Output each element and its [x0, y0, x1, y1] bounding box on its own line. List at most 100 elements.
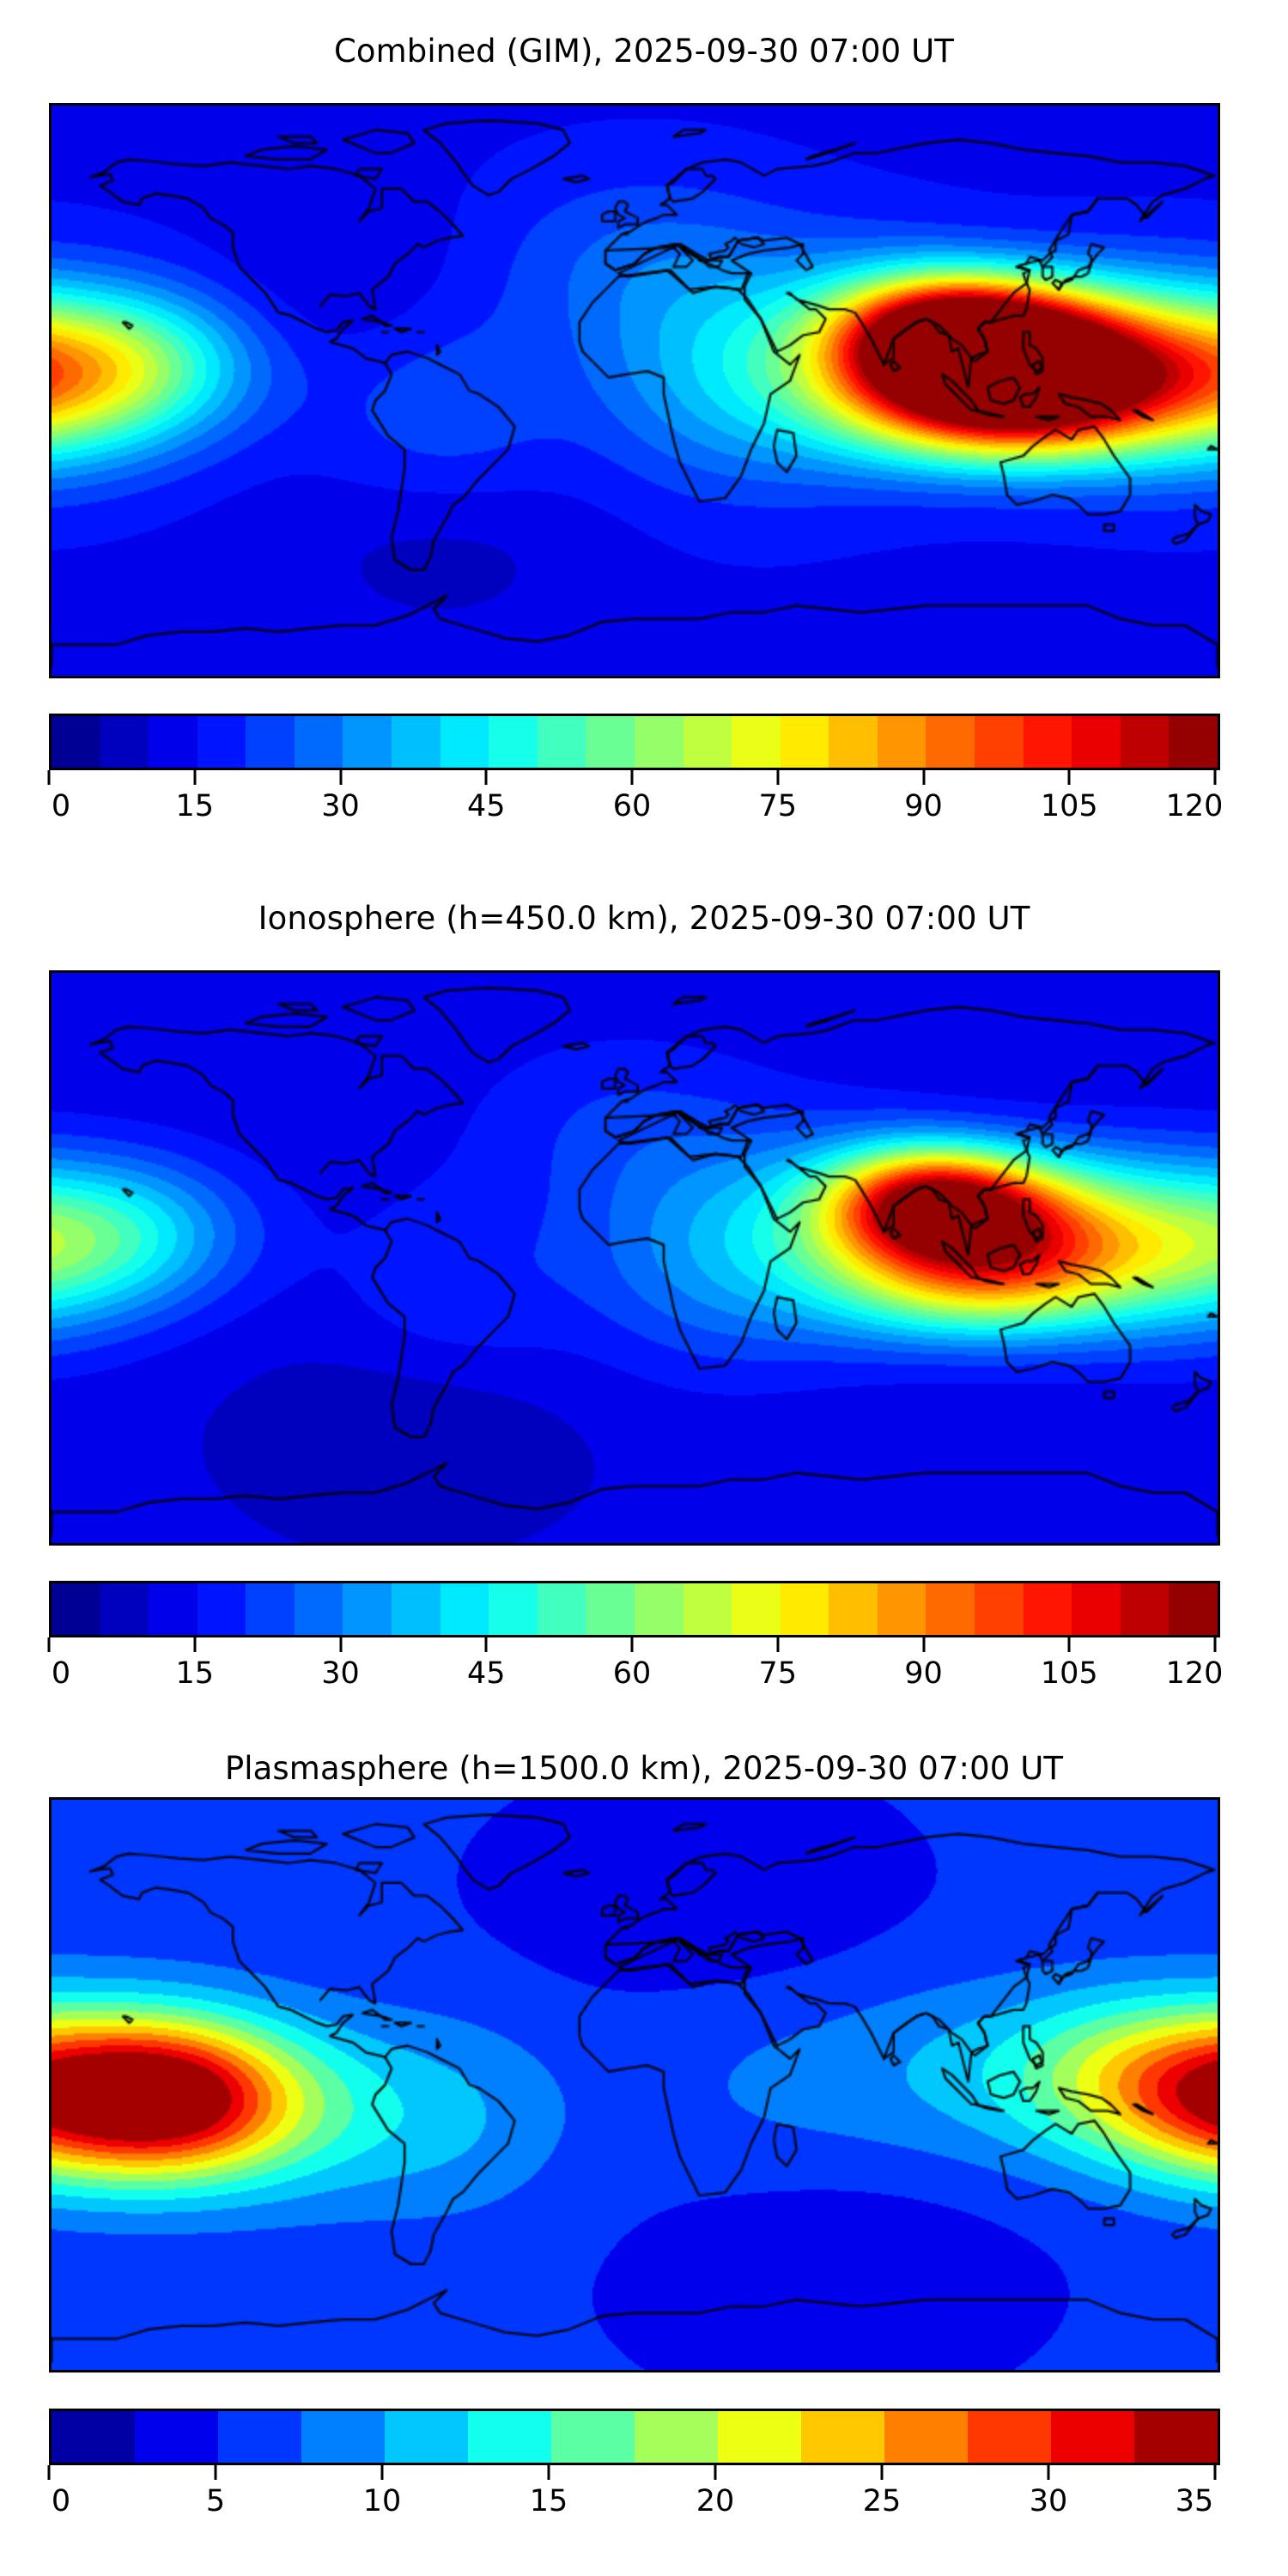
panel-ionosphere: Ionosphere (h=450.0 km), 2025-09-30 07:0…	[0, 867, 1288, 1735]
colorbar-segment	[392, 1583, 440, 1635]
colorbar-segment	[489, 716, 538, 768]
colorbar-tick-label: 75	[758, 789, 798, 823]
colorbar-tickmark	[339, 770, 342, 785]
colorbar-segment	[1023, 716, 1072, 768]
colorbar-segment	[1072, 1583, 1121, 1635]
colorbar-segment	[218, 2411, 301, 2463]
panel-title-combined: Combined (GIM), 2025-09-30 07:00 UT	[333, 33, 954, 70]
colorbar-segment	[294, 1583, 343, 1635]
colorbar-segment	[301, 2411, 385, 2463]
colorbar-segment	[877, 716, 927, 768]
colorbar-tickmark	[47, 2465, 51, 2480]
colorbar-tick-label: 30	[321, 789, 360, 823]
colorbar-segment	[1134, 2411, 1218, 2463]
colorbar-tick-label: 0	[51, 789, 71, 823]
colorbar-segment	[1169, 1583, 1218, 1635]
colorbar-tickmark	[880, 2465, 884, 2480]
colorbar-segment	[52, 716, 100, 768]
colorbar-segment	[683, 716, 732, 768]
colorbar-segment	[197, 1583, 246, 1635]
colorbar-segment	[149, 716, 197, 768]
colorbar-tickmark	[1047, 2465, 1050, 2480]
colorbar-segment	[718, 2411, 801, 2463]
colorbar-segment	[246, 1583, 295, 1635]
colorbar-tickmark	[380, 2465, 384, 2480]
colorbar-tick-label: 15	[175, 789, 215, 823]
colorbar-segment	[197, 716, 246, 768]
colorbar-segment	[1169, 716, 1218, 768]
colorbar-tickmark	[1213, 2465, 1217, 2480]
colorbar-segment	[489, 1583, 538, 1635]
colorbar-segment	[634, 716, 683, 768]
colorbar-tickmark	[776, 770, 780, 785]
colorbar-segment	[974, 1583, 1024, 1635]
colorbar-tick-label: 15	[529, 2484, 568, 2518]
map-plot-area-combined	[52, 106, 1218, 676]
map-axes-combined	[49, 103, 1220, 678]
colorbar-segment	[385, 2411, 468, 2463]
colorbar-tickmark	[1067, 1637, 1071, 1652]
colorbar-segment	[440, 716, 489, 768]
colorbar-tick-label: 120	[1165, 1656, 1224, 1691]
colorbar-tickmark	[47, 770, 51, 785]
colorbar-segment	[1023, 1583, 1072, 1635]
colorbar-tickmark	[484, 1637, 488, 1652]
colorbar-segment	[149, 1583, 197, 1635]
colorbar-segment	[440, 1583, 489, 1635]
colorbar-segment	[246, 716, 295, 768]
map-plot-area-plasmasphere	[52, 1800, 1218, 2370]
colorbar-tick-label: 90	[904, 789, 943, 823]
colorbar-segment	[343, 1583, 392, 1635]
colorbar-segment	[52, 2411, 135, 2463]
colorbar-tickmark	[339, 1637, 342, 1652]
tec-heatmap-plasmasphere	[52, 1800, 1218, 2370]
colorbar-tickmark	[47, 1637, 51, 1652]
colorbar-segment	[732, 716, 781, 768]
colorbar-segment	[968, 2411, 1051, 2463]
colorbar-segment	[343, 716, 392, 768]
colorbar-tickmark	[922, 1637, 925, 1652]
colorbar-segment	[100, 716, 149, 768]
colorbar-tick-label: 105	[1040, 1656, 1098, 1691]
colorbar-segment	[1120, 716, 1170, 768]
colorbar-tickmark	[214, 2465, 217, 2480]
colorbar-tick-label: 30	[1029, 2484, 1068, 2518]
colorbar-tick-label: 120	[1165, 789, 1224, 823]
colorbar-tickmark	[484, 770, 488, 785]
colorbar-segment	[1051, 2411, 1134, 2463]
colorbar-tick-label: 60	[612, 1656, 652, 1691]
colorbar-segment	[586, 1583, 635, 1635]
colorbar-segment	[926, 1583, 975, 1635]
colorbar-segment	[829, 716, 878, 768]
colorbar-segment	[926, 716, 975, 768]
colorbar-segment	[468, 2411, 551, 2463]
colorbar-segment	[732, 1583, 781, 1635]
colorbar-segment	[294, 716, 343, 768]
colorbar-segment	[1072, 716, 1121, 768]
colorbar-gradient-combined	[49, 714, 1220, 770]
colorbar-segment	[634, 1583, 683, 1635]
colorbar-tickmark	[193, 1637, 197, 1652]
colorbar-tickmark	[714, 2465, 717, 2480]
colorbar-tick-label: 35	[1175, 2484, 1214, 2518]
colorbar-tickmark	[1067, 770, 1071, 785]
colorbar-tick-label: 15	[175, 1656, 215, 1691]
colorbar-segment	[586, 716, 635, 768]
colorbar-segment	[801, 2411, 884, 2463]
colorbar-tickmark	[193, 770, 197, 785]
colorbar-tickmark	[1213, 1637, 1217, 1652]
colorbar-segment	[780, 1583, 829, 1635]
map-axes-ionosphere	[49, 970, 1220, 1546]
colorbar-tick-label: 75	[758, 1656, 798, 1691]
colorbar-tickmark	[547, 2465, 550, 2480]
colorbar-tick-label: 0	[51, 2484, 71, 2518]
panel-combined-gim: Combined (GIM), 2025-09-30 07:00 UT 0 15 3…	[0, 0, 1288, 867]
colorbar-tickmark	[776, 1637, 780, 1652]
colorbar-segment	[683, 1583, 732, 1635]
colorbar-segment	[829, 1583, 878, 1635]
colorbar-segment	[877, 1583, 927, 1635]
colorbar-segment	[974, 716, 1024, 768]
colorbar-tickmark	[630, 770, 634, 785]
colorbar-tick-label: 105	[1040, 789, 1098, 823]
